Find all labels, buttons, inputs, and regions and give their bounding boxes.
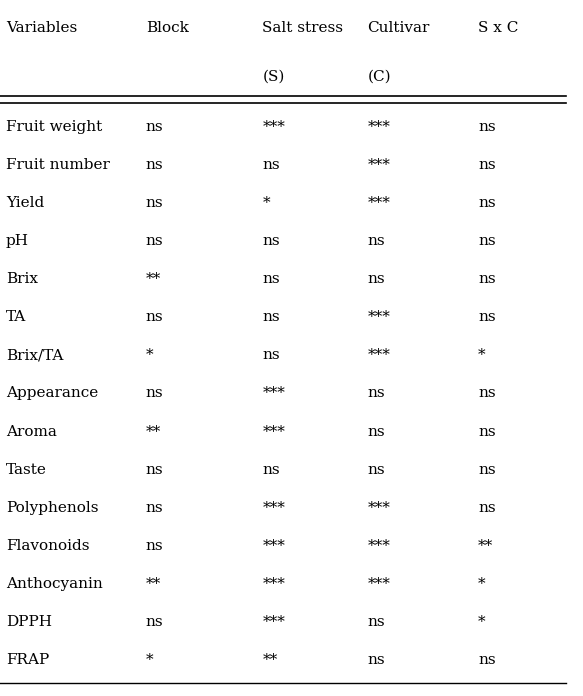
Text: ns: ns — [367, 463, 385, 477]
Text: Salt stress: Salt stress — [262, 21, 343, 35]
Text: ns: ns — [367, 234, 385, 248]
Text: (S): (S) — [262, 70, 285, 84]
Text: Fruit number: Fruit number — [6, 158, 110, 172]
Text: **: ** — [146, 272, 161, 286]
Text: Polyphenols: Polyphenols — [6, 501, 99, 515]
Text: ***: *** — [367, 158, 390, 172]
Text: ns: ns — [478, 654, 496, 667]
Text: ***: *** — [367, 120, 390, 134]
Text: Appearance: Appearance — [6, 386, 98, 400]
Text: ns: ns — [367, 425, 385, 438]
Text: Brix: Brix — [6, 272, 38, 286]
Text: ns: ns — [367, 654, 385, 667]
Text: ns: ns — [367, 615, 385, 629]
Text: ns: ns — [478, 386, 496, 400]
Text: ns: ns — [146, 158, 163, 172]
Text: ***: *** — [367, 348, 390, 363]
Text: ***: *** — [262, 577, 285, 591]
Text: FRAP: FRAP — [6, 654, 49, 667]
Text: Fruit weight: Fruit weight — [6, 120, 102, 134]
Text: ns: ns — [367, 272, 385, 286]
Text: ns: ns — [146, 386, 163, 400]
Text: ns: ns — [262, 310, 280, 324]
Text: **: ** — [262, 654, 278, 667]
Text: ns: ns — [146, 539, 163, 553]
Text: Anthocyanin: Anthocyanin — [6, 577, 103, 591]
Text: Variables: Variables — [6, 21, 77, 35]
Text: ***: *** — [367, 539, 390, 553]
Text: ns: ns — [367, 386, 385, 400]
Text: *: * — [478, 615, 486, 629]
Text: ***: *** — [367, 501, 390, 515]
Text: ***: *** — [367, 196, 390, 209]
Text: ns: ns — [146, 310, 163, 324]
Text: ns: ns — [146, 501, 163, 515]
Text: Taste: Taste — [6, 463, 47, 477]
Text: ns: ns — [478, 158, 496, 172]
Text: Yield: Yield — [6, 196, 44, 209]
Text: Brix/TA: Brix/TA — [6, 348, 63, 363]
Text: ***: *** — [262, 539, 285, 553]
Text: ns: ns — [146, 615, 163, 629]
Text: ns: ns — [146, 196, 163, 209]
Text: *: * — [478, 577, 486, 591]
Text: ns: ns — [478, 425, 496, 438]
Text: ns: ns — [478, 120, 496, 134]
Text: ns: ns — [146, 234, 163, 248]
Text: DPPH: DPPH — [6, 615, 52, 629]
Text: ns: ns — [478, 310, 496, 324]
Text: (C): (C) — [367, 70, 391, 84]
Text: ***: *** — [262, 501, 285, 515]
Text: pH: pH — [6, 234, 29, 248]
Text: Cultivar: Cultivar — [367, 21, 430, 35]
Text: ***: *** — [367, 577, 390, 591]
Text: **: ** — [146, 425, 161, 438]
Text: ns: ns — [478, 272, 496, 286]
Text: ns: ns — [262, 158, 280, 172]
Text: S x C: S x C — [478, 21, 518, 35]
Text: ns: ns — [478, 501, 496, 515]
Text: Aroma: Aroma — [6, 425, 57, 438]
Text: ns: ns — [262, 463, 280, 477]
Text: ns: ns — [262, 348, 280, 363]
Text: *: * — [146, 348, 153, 363]
Text: **: ** — [146, 577, 161, 591]
Text: *: * — [478, 348, 486, 363]
Text: *: * — [146, 654, 153, 667]
Text: *: * — [262, 196, 270, 209]
Text: **: ** — [478, 539, 493, 553]
Text: ***: *** — [262, 386, 285, 400]
Text: ns: ns — [478, 196, 496, 209]
Text: ns: ns — [262, 234, 280, 248]
Text: ns: ns — [146, 463, 163, 477]
Text: ns: ns — [262, 272, 280, 286]
Text: Block: Block — [146, 21, 189, 35]
Text: ***: *** — [262, 615, 285, 629]
Text: ***: *** — [262, 120, 285, 134]
Text: ***: *** — [367, 310, 390, 324]
Text: Flavonoids: Flavonoids — [6, 539, 89, 553]
Text: ns: ns — [146, 120, 163, 134]
Text: TA: TA — [6, 310, 26, 324]
Text: ***: *** — [262, 425, 285, 438]
Text: ns: ns — [478, 463, 496, 477]
Text: ns: ns — [478, 234, 496, 248]
